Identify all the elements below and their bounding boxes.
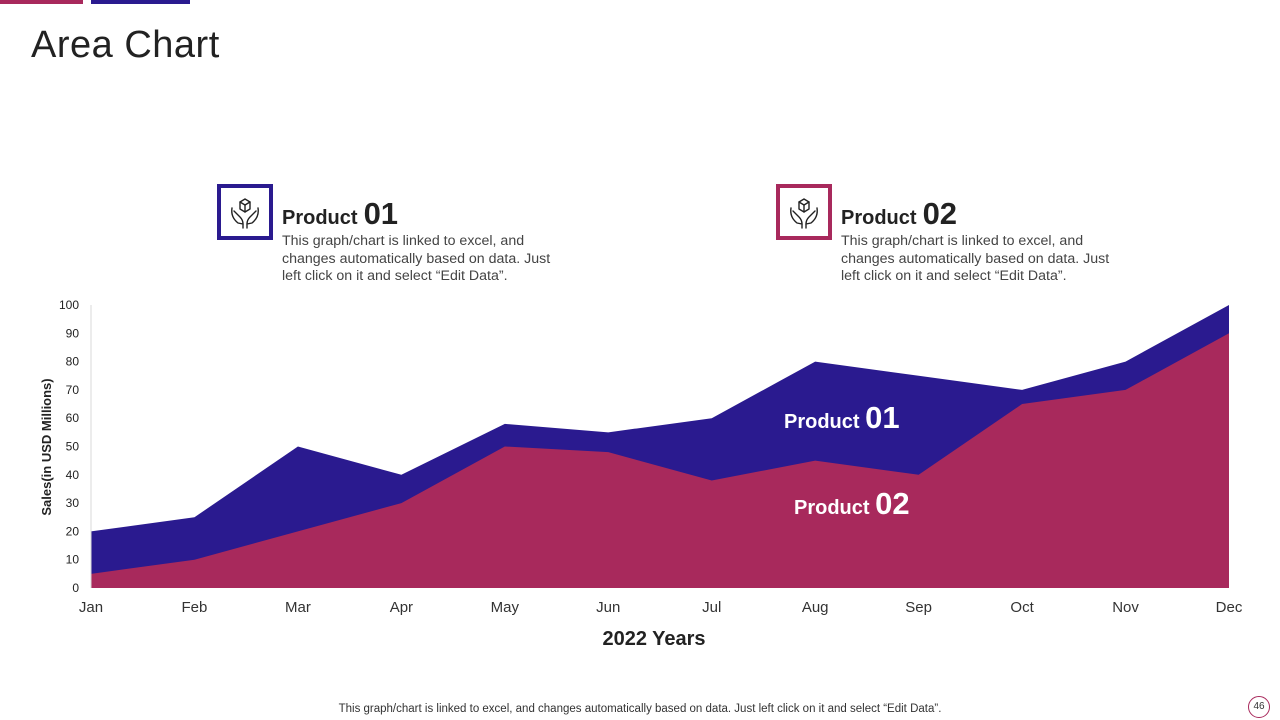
footer-note: This graph/chart is linked to excel, and… <box>338 703 942 715</box>
legend-heading: Product 01 <box>282 196 398 232</box>
x-tick-label: Jan <box>79 599 103 616</box>
x-tick-label: Feb <box>182 599 208 616</box>
y-tick-label: 30 <box>66 496 80 510</box>
y-tick-label: 100 <box>59 298 79 312</box>
y-axis-title: Sales(in USD Millions) <box>39 378 54 515</box>
x-tick-label: Aug <box>802 599 829 616</box>
page-number: 46 <box>1248 696 1270 718</box>
x-tick-label: Dec <box>1216 599 1243 616</box>
accent-bar-left <box>0 0 83 4</box>
x-tick-label: Jun <box>596 599 620 616</box>
x-tick-label: Apr <box>390 599 413 616</box>
legend-number: 01 <box>363 196 399 231</box>
x-axis-title: 2022 Years <box>602 628 705 650</box>
x-tick-label: Mar <box>285 599 311 616</box>
y-tick-label: 10 <box>66 553 80 567</box>
legend-word: Product <box>841 207 917 229</box>
x-tick-label: Nov <box>1112 599 1139 616</box>
y-tick-label: 80 <box>66 355 80 369</box>
series-area-2 <box>91 333 1229 588</box>
x-tick-label: May <box>491 599 520 616</box>
hands-box-icon <box>217 184 273 240</box>
y-tick-label: 90 <box>66 326 80 340</box>
legend-product-01: Product 01 This graph/chart is linked to … <box>217 184 577 294</box>
series-label-1: Product 01 <box>784 400 900 435</box>
y-tick-label: 40 <box>66 468 80 482</box>
series-label-2: Product 02 <box>794 486 910 521</box>
y-tick-label: 50 <box>66 440 80 454</box>
legend-description: This graph/chart is linked to excel, and… <box>282 233 551 285</box>
page-title: Area Chart <box>31 24 220 66</box>
y-tick-label: 70 <box>66 383 80 397</box>
legend-word: Product <box>282 207 358 229</box>
accent-bar-right <box>91 0 190 4</box>
y-tick-label: 0 <box>72 581 79 595</box>
x-tick-label: Jul <box>702 599 721 616</box>
legend-heading: Product 02 <box>841 196 957 232</box>
legend-number: 02 <box>922 196 958 231</box>
legend-product-02: Product 02 This graph/chart is linked to … <box>776 184 1136 294</box>
x-tick-label: Oct <box>1010 599 1034 616</box>
legend-description: This graph/chart is linked to excel, and… <box>841 233 1110 285</box>
x-tick-label: Sep <box>905 599 932 616</box>
y-tick-label: 60 <box>66 411 80 425</box>
hands-box-icon <box>776 184 832 240</box>
y-tick-label: 20 <box>66 524 80 538</box>
